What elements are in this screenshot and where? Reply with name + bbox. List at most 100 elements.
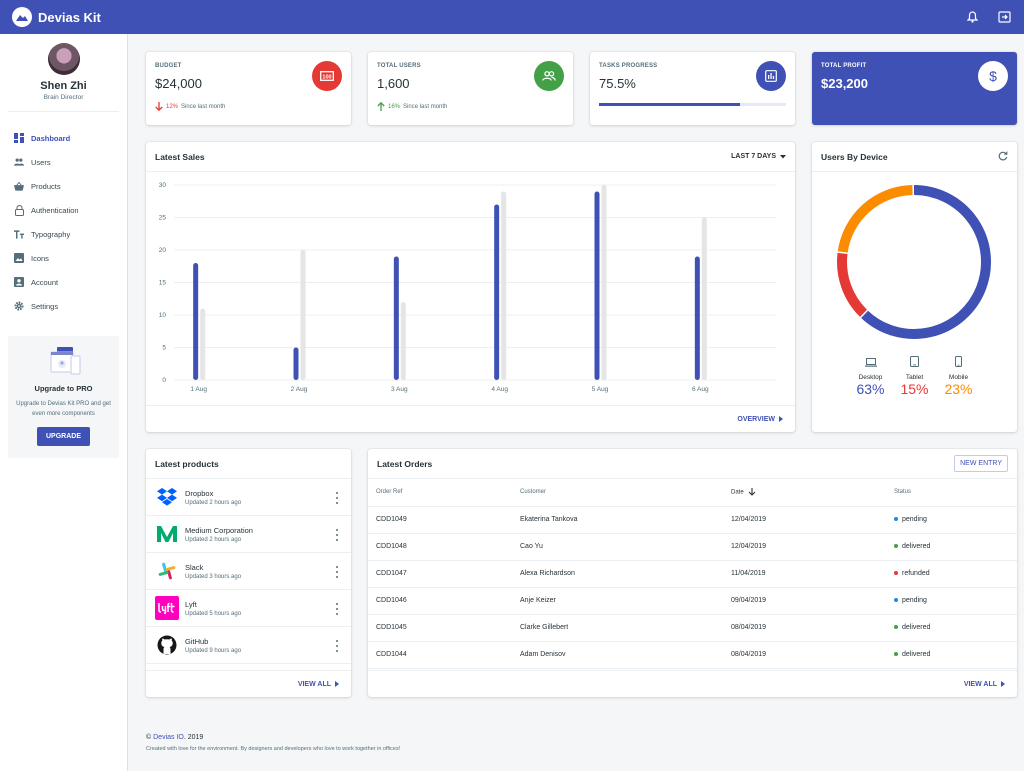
sidebar-item-users[interactable]: Users [0, 150, 127, 174]
table-row[interactable]: CDD1044 Adam Denisov 08/04/2019 delivered [368, 641, 1017, 669]
bar[interactable] [193, 263, 199, 380]
more-vert-icon[interactable] [335, 640, 339, 652]
range-select[interactable]: LAST 7 DAYS [731, 153, 786, 160]
order-status: refunded [886, 560, 1017, 588]
sidebar-item-account[interactable]: Account [0, 270, 127, 294]
new-entry-button[interactable]: NEW ENTRY [954, 455, 1008, 472]
list-item[interactable]: Slack Updated 3 hours ago [146, 553, 351, 590]
bar[interactable] [200, 308, 206, 381]
list-item[interactable]: Dropbox Updated 2 hours ago [146, 479, 351, 516]
avatar[interactable] [47, 43, 80, 75]
total-users-card: TOTAL USERS 1,600 16% Since last month [368, 52, 573, 125]
order-status: pending [886, 587, 1017, 615]
more-vert-icon[interactable] [335, 603, 339, 615]
donut-slice[interactable] [861, 185, 991, 339]
order-date: 08/04/2019 [723, 614, 886, 642]
column-header-status[interactable]: Status [886, 479, 1017, 507]
more-vert-icon[interactable] [335, 492, 339, 504]
sidebar-item-typography[interactable]: Typography [0, 222, 127, 246]
people-icon [14, 157, 24, 167]
total-profit-card: TOTAL PROFIT $23,200 $ [812, 52, 1017, 125]
sidebar-item-products[interactable]: Products [0, 174, 127, 198]
table-row[interactable]: CDD1046 Anje Keizer 09/04/2019 pending [368, 587, 1017, 615]
device-value: 63% [856, 381, 885, 397]
bar[interactable] [300, 250, 306, 380]
status-dot [894, 517, 898, 522]
overview-button[interactable]: OVERVIEW [737, 416, 783, 423]
sidebar-item-label: Authentication [31, 205, 79, 215]
x-tick-label: 1 Aug [190, 386, 207, 393]
upgrade-title: Upgrade to PRO [34, 384, 93, 393]
latest-products-header: Latest products [146, 449, 351, 479]
laptop-icon [864, 358, 877, 367]
column-header-date-label: Date [731, 489, 744, 496]
list-item[interactable]: GitHub Updated 9 hours ago [146, 627, 351, 664]
bar[interactable] [393, 256, 399, 381]
upgrade-button[interactable]: UPGRADE [36, 427, 90, 446]
list-item[interactable]: Lyft Updated 5 hours ago [146, 590, 351, 627]
topbar: Devias Kit [0, 0, 1024, 34]
column-header-ref[interactable]: Order Ref [368, 479, 512, 507]
bar[interactable] [601, 185, 607, 380]
more-vert-icon[interactable] [335, 529, 339, 541]
y-tick-label: 20 [159, 247, 167, 254]
svg-text:100: 100 [322, 74, 331, 80]
more-vert-icon[interactable] [335, 566, 339, 578]
device-desktop: Desktop 63% [855, 354, 887, 397]
device-label: Tablet [905, 374, 924, 381]
arrow-right-icon [335, 681, 339, 687]
order-customer: Anje Keizer [512, 587, 723, 615]
order-ref: CDD1045 [368, 614, 512, 642]
order-status: delivered [886, 614, 1017, 642]
brand-link[interactable]: Devias IO [153, 734, 184, 741]
bar[interactable] [494, 204, 500, 381]
list-item[interactable]: Medium Corporation Updated 2 hours ago [146, 516, 351, 553]
notifications-icon[interactable] [964, 9, 980, 25]
budget-diff-value: 12% [166, 103, 179, 110]
y-tick-label: 30 [159, 182, 167, 189]
insert-chart-icon [756, 61, 786, 91]
bar[interactable] [594, 191, 600, 381]
order-customer: Ekaterina Tankova [512, 506, 723, 534]
table-row[interactable]: CDD1045 Clarke Gillebert 08/04/2019 deliver… [368, 614, 1017, 642]
users-by-device-card: Users By Device Desktop 63% Tablet 15% M… [812, 142, 1017, 432]
table-row[interactable]: CDD1049 Ekaterina Tankova 12/04/2019 pendin… [368, 506, 1017, 534]
bar[interactable] [400, 302, 406, 380]
sidebar-item-authentication[interactable]: Authentication [0, 198, 127, 222]
tasks-progress-bar [599, 103, 786, 106]
bar[interactable] [293, 347, 299, 381]
x-tick-label: 4 Aug [491, 386, 508, 393]
device-value: 23% [944, 381, 973, 397]
shopping-basket-icon [14, 181, 24, 191]
donut-slice[interactable] [837, 185, 913, 253]
budget-label: BUDGET [155, 63, 182, 69]
view-all-orders-button[interactable]: VIEW ALL [964, 681, 1005, 688]
y-tick-label: 0 [162, 377, 166, 384]
bar[interactable] [701, 217, 707, 381]
logo[interactable]: Devias Kit [12, 7, 101, 27]
table-row[interactable]: CDD1048 Cao Yu 12/04/2019 delivered [368, 533, 1017, 561]
view-all-products-button[interactable]: VIEW ALL [298, 681, 339, 688]
column-header-customer[interactable]: Customer [512, 479, 723, 507]
view-all-label: VIEW ALL [963, 680, 997, 688]
sidebar-item-settings[interactable]: Settings [0, 294, 127, 318]
arrow-up-icon [377, 102, 385, 111]
donut-slice[interactable] [837, 252, 868, 317]
sidebar-item-icons[interactable]: Icons [0, 246, 127, 270]
status-dot [894, 544, 898, 549]
latest-orders-card: Latest Orders NEW ENTRY Order Ref Custom… [368, 449, 1017, 697]
logout-icon[interactable] [996, 9, 1012, 25]
status-dot [894, 571, 898, 576]
order-date: 09/04/2019 [723, 587, 886, 615]
sidebar-item-dashboard[interactable]: Dashboard [0, 126, 127, 150]
arrow-drop-down-icon [780, 154, 786, 158]
table-row[interactable]: CDD1047 Alexa Richardson 11/04/2019 refunde… [368, 560, 1017, 588]
bar[interactable] [694, 256, 700, 381]
bar[interactable] [501, 191, 507, 381]
profile: Shen Zhi Brain Director [8, 34, 119, 112]
device-legend: Desktop 63% Tablet 15% Mobile 23% [812, 354, 1017, 397]
refresh-icon[interactable] [998, 151, 1008, 163]
device-mobile: Mobile 23% [943, 354, 975, 397]
column-header-date[interactable]: Date [723, 479, 886, 507]
latest-sales-card: Latest Sales LAST 7 DAYS 0 5 10 15 20 25 30 1 A… [146, 142, 795, 432]
